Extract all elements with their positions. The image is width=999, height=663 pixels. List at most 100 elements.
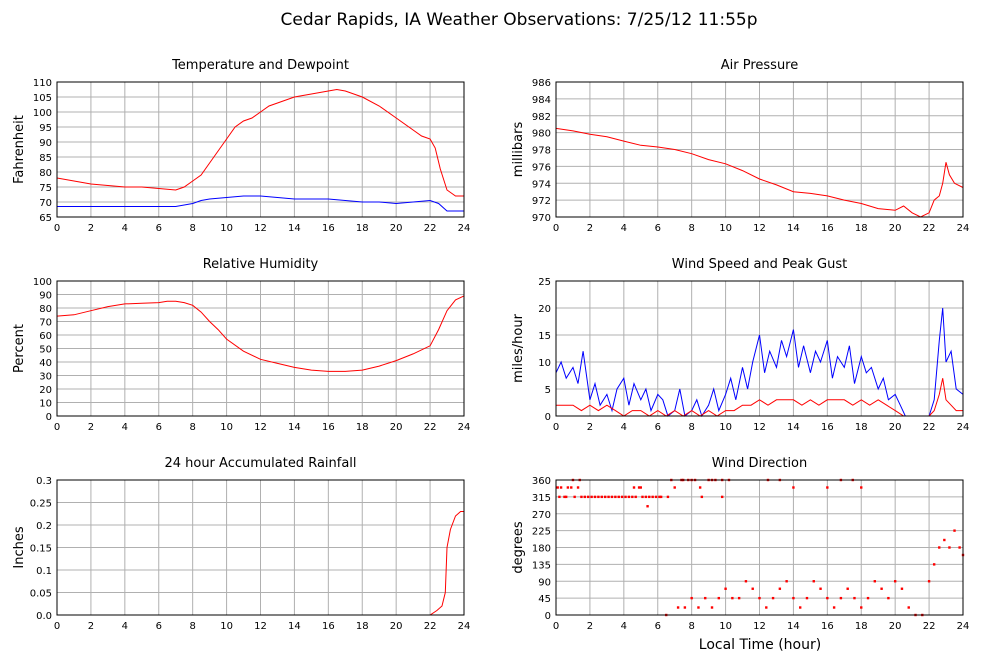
y-tick-label: 270 bbox=[532, 510, 551, 521]
x-tick-label: 8 bbox=[189, 223, 195, 234]
y-tick-label: 976 bbox=[532, 162, 551, 173]
x-tick-label: 22 bbox=[424, 621, 437, 632]
x-tick-label: 2 bbox=[587, 422, 593, 433]
series-line-1 bbox=[56, 295, 465, 372]
x-tick-label: 18 bbox=[855, 422, 868, 433]
scatter-point bbox=[666, 495, 670, 499]
scatter-point bbox=[826, 486, 829, 489]
x-tick-label: 24 bbox=[957, 422, 970, 433]
chart-title: Relative Humidity bbox=[203, 257, 319, 272]
y-axis-label: Inches bbox=[12, 526, 27, 568]
y-tick-label: 0.2 bbox=[36, 521, 52, 532]
y-tick-label: 110 bbox=[33, 78, 52, 89]
chart-title: Air Pressure bbox=[721, 58, 799, 73]
scatter-point bbox=[799, 606, 802, 609]
y-tick-label: 95 bbox=[39, 123, 52, 134]
scatter-point bbox=[648, 495, 651, 499]
y-tick-label: 90 bbox=[538, 577, 551, 588]
x-tick-label: 0 bbox=[553, 422, 559, 433]
scatter-point bbox=[558, 495, 561, 499]
x-tick-label: 8 bbox=[688, 422, 694, 433]
y-tick-label: 0.05 bbox=[30, 589, 52, 600]
scatter-point bbox=[900, 587, 904, 590]
chart-title: Wind Speed and Peak Gust bbox=[672, 257, 847, 272]
x-tick-label: 2 bbox=[587, 621, 593, 632]
y-tick-label: 0.3 bbox=[36, 476, 52, 487]
scatter-point bbox=[880, 587, 883, 590]
x-tick-label: 16 bbox=[322, 422, 335, 433]
y-tick-label: 978 bbox=[532, 146, 551, 157]
scatter-point bbox=[580, 495, 583, 499]
scatter-point bbox=[593, 495, 597, 499]
plot-frame bbox=[56, 81, 465, 218]
x-tick-label: 10 bbox=[220, 223, 233, 234]
scatter-point bbox=[637, 486, 641, 489]
y-tick-label: 30 bbox=[39, 372, 52, 383]
scatter-point bbox=[866, 596, 870, 600]
y-tick-label: 75 bbox=[39, 183, 52, 194]
y-tick-label: 100 bbox=[33, 277, 52, 288]
scatter-point bbox=[564, 495, 568, 499]
y-tick-label: 90 bbox=[39, 291, 52, 302]
chart-humidity: 0 2 4 6 8 10 12 14 16 18 20 22 240102030405060708090… bbox=[12, 257, 470, 433]
y-tick-label: 10 bbox=[538, 358, 551, 369]
scatter-point bbox=[573, 495, 576, 499]
scatter-point bbox=[717, 596, 720, 600]
scatter-point bbox=[737, 596, 741, 600]
scatter-point bbox=[563, 495, 566, 499]
x-tick-label: 14 bbox=[288, 621, 301, 632]
y-axis-label: Fahrenheit bbox=[12, 115, 27, 184]
x-tick-label: 20 bbox=[889, 621, 902, 632]
x-tick-label: 12 bbox=[753, 422, 766, 433]
plot-frame bbox=[56, 479, 465, 616]
x-tick-label: 6 bbox=[156, 223, 162, 234]
scatter-point bbox=[654, 495, 658, 499]
y-tick-label: 5 bbox=[545, 385, 551, 396]
x-tick-label: 22 bbox=[923, 422, 936, 433]
x-tick-label: 2 bbox=[587, 223, 593, 234]
scatter-point bbox=[792, 596, 795, 600]
y-tick-label: 105 bbox=[33, 93, 52, 104]
y-tick-label: 0.0 bbox=[36, 611, 52, 622]
scatter-point bbox=[948, 546, 951, 549]
y-tick-label: 10 bbox=[39, 399, 52, 410]
scatter-point bbox=[634, 495, 637, 499]
scatter-point bbox=[812, 580, 815, 583]
scatter-point bbox=[932, 563, 936, 566]
scatter-point bbox=[724, 587, 727, 590]
chart-direction: 0 2 4 6 8 10 12 14 16 18 20 22 240459013518022527031… bbox=[511, 456, 969, 632]
x-tick-label: 22 bbox=[923, 223, 936, 234]
scatter-point bbox=[887, 596, 890, 600]
x-tick-label: 8 bbox=[688, 621, 694, 632]
scatter-point bbox=[576, 486, 580, 489]
x-tick-label: 4 bbox=[621, 223, 627, 234]
series-line-2 bbox=[57, 195, 464, 212]
x-tick-label: 4 bbox=[621, 422, 627, 433]
x-tick-label: 14 bbox=[787, 422, 800, 433]
scatter-point bbox=[819, 587, 822, 590]
chart-pressure: 0 2 4 6 8 10 12 14 16 18 20 22 249709729749769789809… bbox=[511, 58, 969, 234]
y-tick-label: 0 bbox=[46, 412, 52, 423]
chart-title: Wind Direction bbox=[712, 456, 808, 471]
scatter-point bbox=[710, 606, 714, 609]
x-tick-label: 10 bbox=[220, 422, 233, 433]
scatter-point bbox=[860, 486, 863, 489]
x-tick-label: 8 bbox=[688, 223, 694, 234]
scatter-point bbox=[832, 606, 836, 609]
y-tick-label: 984 bbox=[532, 95, 551, 106]
scatter-point bbox=[704, 596, 707, 600]
scatter-point bbox=[953, 529, 956, 532]
y-axis-label: Percent bbox=[12, 324, 27, 373]
chart-temp: 0 2 4 6 8 10 12 14 16 18 20 22 246570758085909510010… bbox=[12, 58, 470, 234]
scatter-point bbox=[697, 606, 700, 609]
x-tick-label: 22 bbox=[424, 223, 437, 234]
x-tick-label: 12 bbox=[254, 621, 267, 632]
y-tick-label: 0 bbox=[545, 412, 551, 423]
x-tick-label: 14 bbox=[288, 223, 301, 234]
scatter-point bbox=[559, 486, 563, 489]
scatter-point bbox=[607, 495, 610, 499]
scatter-point bbox=[758, 596, 761, 600]
x-tick-label: 0 bbox=[553, 621, 559, 632]
chart-title: Temperature and Dewpoint bbox=[171, 58, 349, 73]
y-tick-label: 980 bbox=[532, 129, 551, 140]
